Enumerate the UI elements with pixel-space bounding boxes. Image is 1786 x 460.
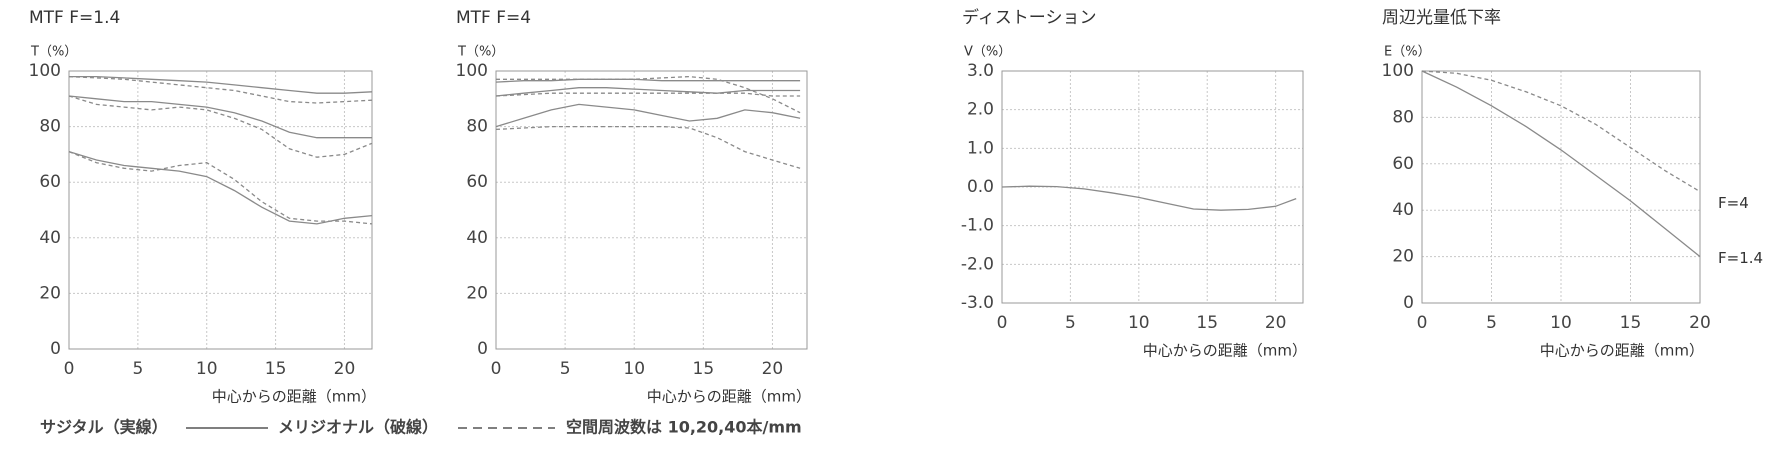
series-line (68, 150, 373, 225)
x-tick-label: 20 (334, 359, 356, 379)
x-tick-label: 15 (1620, 313, 1642, 333)
series-line (68, 95, 373, 158)
frequency-note: 空間周波数は 10,20,40本/mm (566, 418, 802, 437)
x-tick-label: 15 (265, 359, 287, 379)
y-tick-label: 80 (39, 117, 61, 137)
chart-title: 周辺光量低下率 (1382, 8, 1501, 28)
y-tick-label: 100 (29, 61, 61, 81)
x-tick-label: 5 (132, 359, 143, 379)
series-line (68, 95, 372, 139)
x-tick-label: 5 (1065, 313, 1076, 333)
chart: 周辺光量低下率 E（%） 中心からの距離（mm） 0 20 40 60 80 100 0 5 10 15… (1382, 8, 1764, 360)
series-line (1001, 185, 1297, 211)
series-line (495, 92, 801, 97)
x-tick-label: 15 (1196, 313, 1218, 333)
y-tick-label: 1.0 (967, 138, 994, 158)
x-tick-label: 10 (623, 359, 645, 379)
series-line (495, 78, 801, 83)
y-tick-label: 40 (39, 228, 61, 248)
series-line (69, 75, 373, 94)
x-axis-label: 中心からの距離（mm） (212, 388, 376, 406)
plot-frame (1421, 70, 1701, 304)
chart: MTF F=1.4 T（%） 中心からの距離（mm） 0 20 40 60 80 100 0 5 10… (29, 8, 376, 406)
y-axis-label: E（%） (1384, 45, 1431, 60)
series-label: F=4 (1718, 194, 1749, 212)
y-tick-label: 40 (466, 228, 488, 248)
y-tick-label: 20 (1392, 247, 1414, 267)
y-tick-label: 80 (1392, 107, 1414, 127)
series-line (68, 75, 373, 104)
series-line (495, 87, 801, 97)
y-tick-label: 0 (1403, 293, 1414, 313)
plot-frame (495, 70, 808, 350)
y-tick-label: 100 (1382, 61, 1414, 81)
x-tick-label: 20 (1689, 313, 1711, 333)
y-tick-label: 60 (466, 172, 488, 192)
x-tick-label: 0 (64, 359, 75, 379)
x-tick-label: 0 (1417, 313, 1428, 333)
y-axis-label: V（%） (964, 45, 1011, 60)
series-line (68, 150, 373, 225)
meridional-label: メリジオナル（破線） (278, 418, 438, 437)
x-axis-label: 中心からの距離（mm） (647, 388, 811, 406)
y-tick-label: 2.0 (967, 100, 994, 120)
y-tick-label: 0 (477, 339, 488, 359)
y-tick-label: 3.0 (967, 61, 994, 81)
x-tick-label: 20 (762, 359, 784, 379)
plot-frame (68, 70, 373, 350)
x-tick-label: 0 (491, 359, 502, 379)
sagittal-label: サジタル（実線） (40, 418, 168, 437)
chart-title: ディストーション (962, 7, 1096, 28)
y-tick-label: -1.0 (961, 216, 994, 236)
x-tick-label: 10 (1128, 313, 1150, 333)
footer: サジタル（実線） メリジオナル（破線） 空間周波数は 10,20,40本/mm (40, 418, 802, 437)
chart-title: MTF F=1.4 (29, 8, 120, 28)
y-tick-label: 80 (466, 117, 488, 137)
x-tick-label: 5 (560, 359, 571, 379)
y-tick-label: 20 (466, 283, 488, 303)
y-tick-label: -3.0 (961, 293, 994, 313)
chart-title: MTF F=4 (456, 8, 531, 28)
y-tick-label: 60 (39, 172, 61, 192)
x-tick-label: 5 (1486, 313, 1497, 333)
series-line (495, 103, 801, 128)
chart: MTF F=4 T（%） 中心からの距離（mm） 0 20 40 60 80 100 0 5 10 15… (456, 8, 811, 406)
series-label: F=1.4 (1718, 249, 1763, 267)
x-tick-label: 15 (693, 359, 715, 379)
x-tick-label: 10 (1550, 313, 1572, 333)
y-tick-label: 40 (1392, 200, 1414, 220)
y-tick-label: 60 (1392, 154, 1414, 174)
y-axis-label: T（%） (457, 45, 504, 60)
series-line (495, 125, 801, 169)
x-axis-label: 中心からの距離（mm） (1540, 342, 1704, 360)
x-axis-label: 中心からの距離（mm） (1143, 342, 1307, 360)
y-tick-label: 20 (39, 283, 61, 303)
series-line (1421, 70, 1701, 258)
x-tick-label: 0 (997, 313, 1008, 333)
y-tick-label: 0 (50, 339, 61, 359)
series-line (496, 75, 801, 114)
y-tick-label: 0.0 (967, 177, 994, 197)
chart: ディストーション V（%） 中心からの距離（mm） -3.0 -2.0 -1.0 0.0 1.… (961, 7, 1307, 360)
x-tick-label: 20 (1265, 313, 1287, 333)
y-axis-label: T（%） (30, 45, 77, 60)
y-tick-label: 100 (456, 61, 488, 81)
series-line (1421, 70, 1701, 193)
y-tick-label: -2.0 (961, 254, 994, 274)
x-tick-label: 10 (196, 359, 218, 379)
